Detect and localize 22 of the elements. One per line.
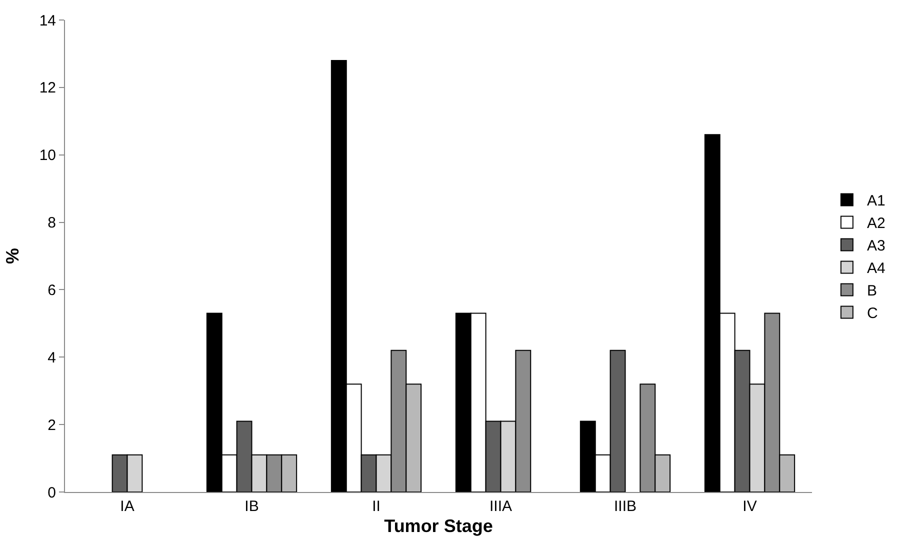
- y-tick-label: 14: [39, 12, 56, 30]
- y-tick-label: 6: [48, 282, 56, 299]
- x-tick-label: IV: [742, 498, 757, 515]
- y-tick-label: 0: [48, 484, 56, 502]
- x-tick-label: II: [372, 498, 380, 515]
- legend-label: A1: [866, 192, 886, 210]
- legend-label: B: [866, 282, 877, 300]
- legend-label: C: [866, 305, 878, 322]
- y-axis-title: %: [2, 248, 23, 264]
- y-tick-label: 4: [48, 349, 56, 366]
- legend-label: A3: [866, 238, 886, 255]
- y-tick-label: 10: [39, 147, 56, 164]
- legend-label: A4: [866, 260, 886, 278]
- x-tick-label: IA: [120, 498, 134, 515]
- legend-label: A2: [866, 215, 886, 232]
- y-tick-label: 2: [48, 416, 56, 434]
- x-tick-label: IIIA: [489, 498, 512, 515]
- x-axis-title: Tumor Stage: [384, 516, 493, 536]
- y-tick-label: 8: [48, 214, 56, 232]
- x-tick-label: IB: [244, 498, 259, 515]
- x-tick-label: IIIB: [614, 498, 637, 515]
- y-tick-label: 12: [39, 80, 56, 97]
